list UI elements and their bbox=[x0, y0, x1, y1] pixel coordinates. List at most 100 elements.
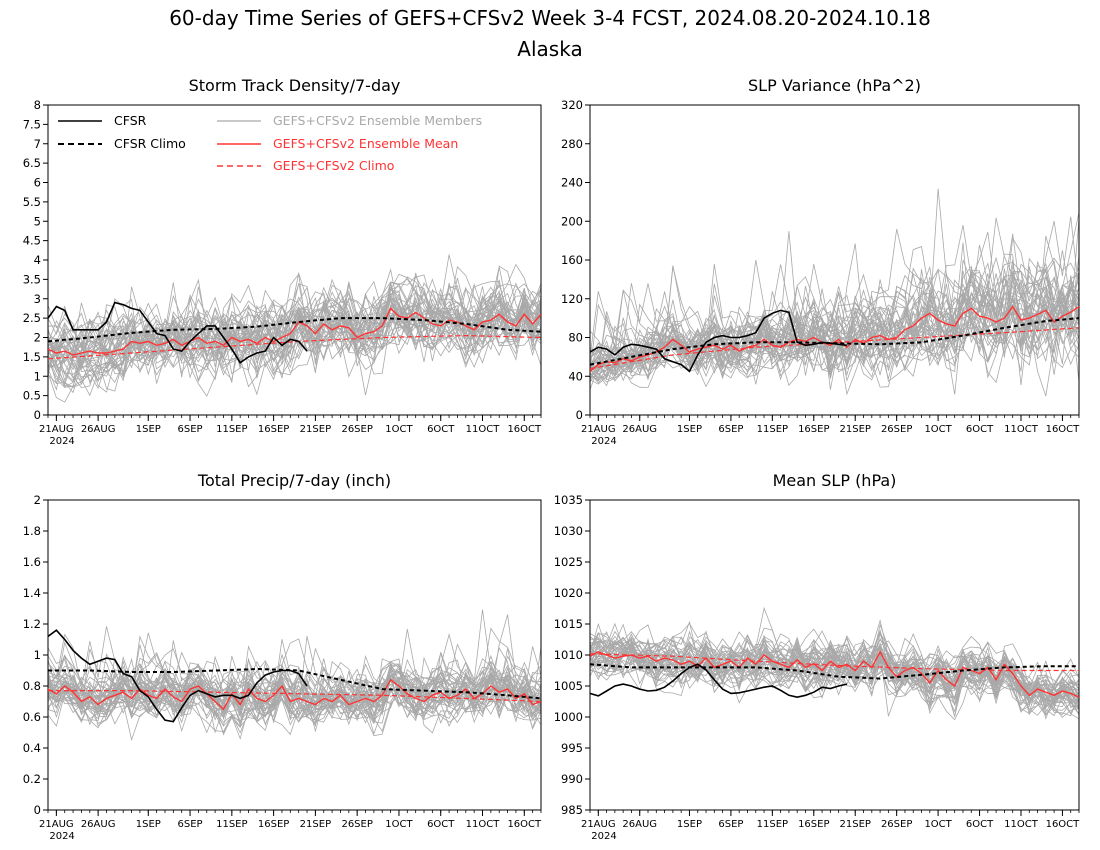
chart-panel-2: 0 40 80 120 160 200 240 280 320 21AUG 26AUG 1SEP 6SE… bbox=[561, 76, 1080, 447]
y-tick-label: 7.5 bbox=[23, 117, 41, 131]
y-tick-label: 160 bbox=[561, 253, 583, 267]
member-line bbox=[48, 289, 541, 369]
x-tick-label: 6OCT bbox=[966, 819, 994, 830]
member-line bbox=[590, 636, 1079, 705]
x-tick-label: 16SEP bbox=[258, 424, 289, 435]
series-cfsr bbox=[590, 309, 847, 373]
member-line bbox=[590, 639, 1079, 715]
x-tick-label: 26SEP bbox=[341, 424, 372, 435]
series-gefs-cfsv2-ensemble-mean bbox=[48, 678, 541, 711]
x-year-label: 2024 bbox=[591, 436, 616, 447]
y-tick-label: 1005 bbox=[554, 679, 583, 693]
figure-title: 60-day Time Series of GEFS+CFSv2 Week 3-… bbox=[169, 6, 931, 30]
x-tick-label: 1SEP bbox=[136, 424, 161, 435]
series-cfsr bbox=[48, 301, 308, 364]
y-tick-label: 1035 bbox=[554, 493, 583, 507]
x-tick-label: 1SEP bbox=[136, 819, 161, 830]
member-line bbox=[590, 631, 1079, 700]
y-tick-label: 1025 bbox=[554, 555, 583, 569]
member-line bbox=[590, 637, 1079, 706]
y-tick-label: 1010 bbox=[554, 648, 583, 662]
member-line bbox=[48, 628, 541, 736]
y-tick-label: 6 bbox=[34, 176, 41, 190]
member-line bbox=[48, 254, 541, 381]
member-line bbox=[590, 623, 1079, 716]
y-tick-label: 120 bbox=[561, 292, 583, 306]
y-tick-label: 4.5 bbox=[23, 234, 41, 248]
y-tick-label: 0.6 bbox=[23, 710, 41, 724]
y-tick-label: 0.5 bbox=[23, 389, 41, 403]
y-tick-label: 320 bbox=[561, 98, 583, 112]
chart-panel-3: 0 0.2 0.4 0.6 0.8 1 1.2 1.4 1.6 1.8 2 21AUG 26AUG 1SE… bbox=[23, 471, 542, 842]
y-tick-label: 1030 bbox=[554, 524, 583, 538]
series-gefs-cfsv2-climo bbox=[590, 653, 1079, 672]
plot-frame bbox=[47, 499, 542, 811]
member-line bbox=[48, 609, 541, 724]
x-year-label: 2024 bbox=[49, 436, 74, 447]
x-tick-label: 26AUG bbox=[81, 819, 116, 830]
series-gefs-cfsv2-climo bbox=[48, 689, 541, 703]
y-tick-label: 3 bbox=[34, 292, 41, 306]
x-tick-label: 11SEP bbox=[757, 424, 788, 435]
x-tick-label: 1OCT bbox=[924, 424, 952, 435]
x-tick-label: 6OCT bbox=[427, 819, 455, 830]
x-tick-label: 16SEP bbox=[798, 424, 829, 435]
x-tick-label: 16OCT bbox=[507, 424, 542, 435]
member-line bbox=[48, 647, 541, 720]
chart-title: Mean SLP (hPa) bbox=[773, 471, 897, 490]
member-line bbox=[590, 279, 1079, 384]
ensemble-members bbox=[590, 606, 1079, 721]
x-tick-label: 1SEP bbox=[677, 819, 702, 830]
series-lines bbox=[590, 305, 1079, 373]
x-year-label: 2024 bbox=[591, 831, 616, 842]
y-tick-label: 985 bbox=[561, 803, 583, 817]
y-tick-label: 995 bbox=[561, 741, 583, 755]
x-tick-label: 16OCT bbox=[1046, 819, 1081, 830]
y-tick-label: 240 bbox=[561, 176, 583, 190]
x-tick-label: 6OCT bbox=[966, 424, 994, 435]
y-tick-label: 2 bbox=[34, 331, 41, 345]
y-tick-label: 1.2 bbox=[23, 617, 41, 631]
y-tick-label: 0 bbox=[34, 803, 41, 817]
y-tick-label: 1.5 bbox=[23, 350, 41, 364]
legend-cfsr-climo-label: CFSR Climo bbox=[114, 136, 186, 151]
ensemble-members bbox=[590, 188, 1079, 397]
chart-title: SLP Variance (hPa^2) bbox=[748, 76, 921, 95]
x-tick-label: 11OCT bbox=[1004, 424, 1039, 435]
figure-subtitle: Alaska bbox=[517, 37, 582, 61]
chart-panel-1: 0 0.5 1 1.5 2 2.5 3 3.5 4 4.5 5 5.5 6 6.5 7 7.5 8 21AUG 26… bbox=[23, 76, 542, 447]
y-tick-label: 1.4 bbox=[23, 586, 41, 600]
y-tick-label: 6.5 bbox=[23, 156, 41, 170]
x-tick-label: 6SEP bbox=[178, 424, 203, 435]
x-tick-label: 16OCT bbox=[507, 819, 542, 830]
x-tick-label: 21SEP bbox=[840, 819, 871, 830]
x-tick-label: 21AUG bbox=[581, 819, 616, 830]
chart-title: Storm Track Density/7-day bbox=[189, 76, 401, 95]
series-cfsr bbox=[48, 629, 308, 723]
ensemble-members bbox=[48, 254, 541, 403]
member-line bbox=[590, 253, 1079, 380]
x-tick-label: 6SEP bbox=[718, 424, 743, 435]
member-line bbox=[48, 665, 541, 720]
x-tick-label: 16SEP bbox=[258, 819, 289, 830]
y-tick-label: 280 bbox=[561, 137, 583, 151]
chart-panel-4: 985 990 995 1000 1005 1010 1015 1020 1025 1030 103… bbox=[554, 471, 1080, 842]
y-tick-label: 0 bbox=[34, 408, 41, 422]
legend-cfsr-label: CFSR bbox=[114, 113, 147, 128]
y-tick-label: 1000 bbox=[554, 710, 583, 724]
x-tick-label: 6SEP bbox=[178, 819, 203, 830]
member-line bbox=[48, 659, 541, 719]
x-tick-label: 16OCT bbox=[1046, 424, 1081, 435]
y-tick-label: 1015 bbox=[554, 617, 583, 631]
member-line bbox=[48, 277, 541, 371]
x-tick-label: 26SEP bbox=[341, 819, 372, 830]
chart-title: Total Precip/7-day (inch) bbox=[197, 471, 391, 490]
member-line bbox=[48, 285, 541, 396]
series-cfsr-climo bbox=[590, 663, 1079, 680]
x-tick-label: 1OCT bbox=[385, 819, 413, 830]
series-gefs-cfsv2-climo bbox=[590, 327, 1079, 370]
x-tick-label: 11OCT bbox=[466, 424, 501, 435]
y-tick-label: 40 bbox=[568, 369, 583, 383]
member-line bbox=[590, 620, 1079, 704]
